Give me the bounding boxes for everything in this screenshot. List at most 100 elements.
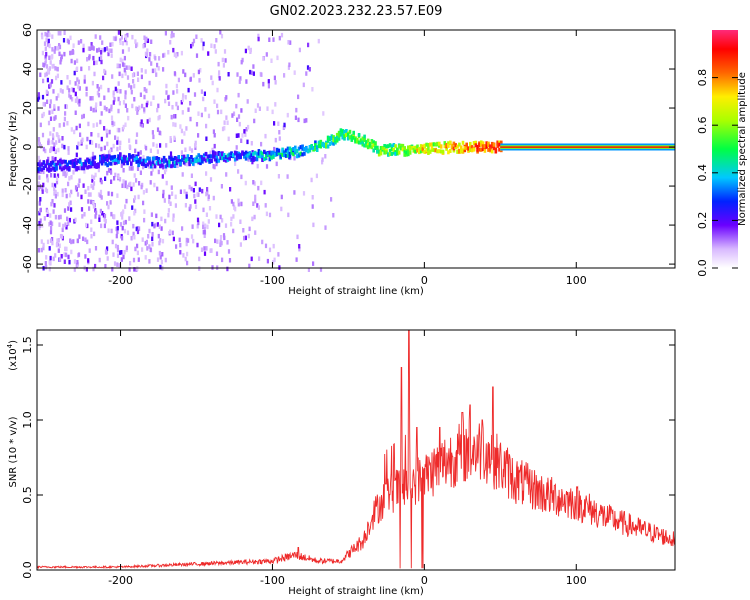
spectrogram-cell <box>107 191 110 196</box>
spectrogram-cell <box>124 180 127 185</box>
ridge-cell <box>97 164 100 169</box>
spectrogram-cell <box>186 260 189 266</box>
spectrogram-cell <box>274 102 277 107</box>
ridge-cell <box>474 143 478 148</box>
spectrogram-cell <box>72 43 75 48</box>
spectrogram-cell <box>156 107 159 113</box>
spectrogram-cell <box>232 228 235 234</box>
ridge-cell <box>130 161 133 166</box>
spectrogram-cell <box>172 213 175 218</box>
ridge-cell <box>325 142 328 147</box>
spectrogram-cell <box>185 241 188 247</box>
spectrogram-cell <box>148 57 151 62</box>
spectrogram-cell <box>133 195 137 200</box>
spectrogram-cell <box>60 57 63 62</box>
ridge-cell <box>210 158 213 163</box>
spectrogram-cell <box>112 100 115 105</box>
spectrogram-cell <box>94 263 97 269</box>
ridge-cell <box>469 148 472 152</box>
spectrogram-cell <box>286 112 289 118</box>
spectrogram-cell <box>53 186 56 192</box>
spectrogram-cell <box>144 69 147 74</box>
spectrogram-cell <box>200 112 203 118</box>
spectrogram-x-tick-label: 0 <box>421 274 428 287</box>
spectrogram-cell <box>162 67 165 72</box>
ridge-cell <box>230 151 233 156</box>
spectrogram-cell <box>145 188 148 193</box>
ridge-cell <box>366 145 370 150</box>
spectrogram-cell <box>214 238 217 244</box>
spectrogram-cell <box>67 221 70 226</box>
spectrogram-cell <box>257 36 260 42</box>
spectrogram-cell <box>45 264 48 270</box>
spectrogram-cell <box>221 257 224 263</box>
ridge-cell <box>348 135 352 140</box>
spectrogram-cell <box>173 71 176 76</box>
spectrogram-cell <box>151 236 154 242</box>
spectrogram-y-tick-label: -40 <box>21 216 34 234</box>
spectrogram-cell <box>91 151 95 157</box>
spectrogram-cell <box>56 176 59 181</box>
spectrogram-cell <box>181 172 184 177</box>
ridge-cell <box>272 150 275 155</box>
ridge-cell <box>77 166 80 171</box>
spectrogram-cell <box>273 75 276 81</box>
spectrogram-cell <box>156 127 160 132</box>
spectrogram-cell <box>93 175 96 180</box>
spectrogram-cell <box>76 96 79 101</box>
spectrogram-cell <box>241 133 244 138</box>
spectrogram-cell <box>295 107 298 113</box>
spectrogram-cell <box>275 161 278 167</box>
spectrogram-cell <box>136 243 139 249</box>
spectrogram-cell <box>100 55 103 61</box>
spectrogram-cell <box>121 58 124 64</box>
spectrogram-cell <box>49 60 52 65</box>
ridge-cell <box>142 158 146 163</box>
ridge-cell <box>401 147 405 152</box>
snr-x-tick-label: -100 <box>260 574 285 587</box>
ridge-cell <box>423 143 426 148</box>
spectrogram-cell <box>142 164 145 170</box>
ridge-cell <box>88 164 91 169</box>
spectrogram-cell <box>194 181 197 187</box>
spectrogram-cell <box>110 53 113 58</box>
spectrogram-cell <box>51 140 54 145</box>
spectrogram-cell <box>207 219 210 224</box>
ridge-cell <box>379 146 383 150</box>
spectrogram-cell <box>124 94 127 100</box>
ridge-cell <box>95 164 98 169</box>
ridge-cell <box>352 135 355 140</box>
spectrogram-cell <box>151 130 154 135</box>
spectrogram-cell <box>100 146 103 152</box>
spectrogram-cell <box>159 143 162 148</box>
snr-series-line <box>36 329 676 570</box>
spectrogram-cell <box>113 214 116 219</box>
ridge-cell <box>401 143 405 148</box>
spectrogram-cell <box>94 172 97 178</box>
spectrogram-cell <box>174 114 177 119</box>
spectrogram-cell <box>77 84 80 89</box>
spectrogram-cell <box>57 238 60 243</box>
spectrogram-cell <box>103 145 106 151</box>
spectrogram-cell <box>100 84 103 90</box>
ridge-cell <box>69 160 73 165</box>
ridge-cell <box>430 145 434 150</box>
ridge-cell <box>188 157 191 161</box>
ridge-cell <box>366 142 370 147</box>
ridge-cell <box>199 158 202 163</box>
spectrogram-cell <box>100 136 103 142</box>
spectrogram-cell <box>151 242 154 247</box>
ridge-cell <box>190 159 193 164</box>
ridge-cell <box>392 147 396 152</box>
spectrogram-cell <box>139 150 142 155</box>
spectrogram-cell <box>139 170 142 175</box>
ridge-cell <box>177 158 180 163</box>
ridge-cell <box>430 142 434 147</box>
spectrogram-cell <box>48 55 51 60</box>
spectrogram-cell <box>43 63 46 68</box>
spectrogram-cell <box>66 85 69 90</box>
ridge-cell <box>179 161 182 166</box>
spectrogram-cell <box>76 192 80 197</box>
spectrogram-cell <box>169 40 172 45</box>
ridge-cell <box>140 161 144 166</box>
